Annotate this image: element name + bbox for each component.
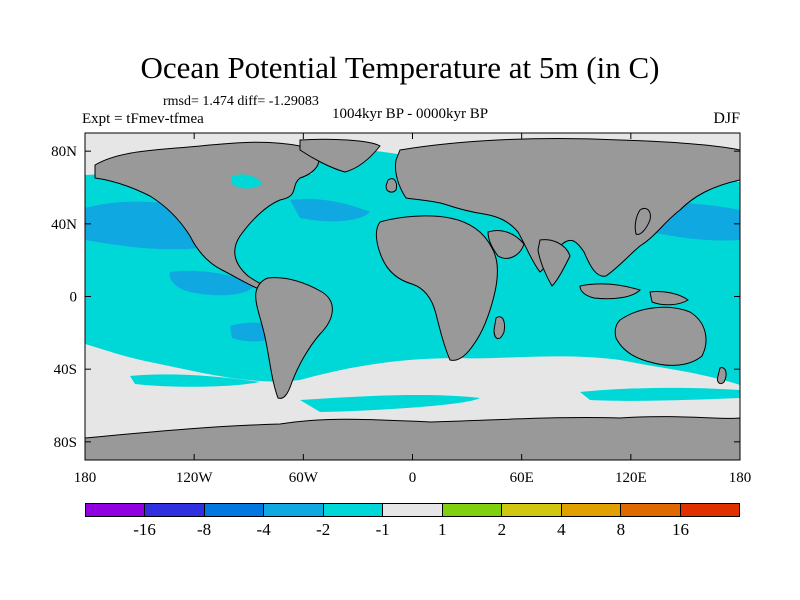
- southern-streak-3: [130, 374, 260, 387]
- colorbar-swatch: [145, 504, 205, 516]
- japan: [634, 207, 651, 235]
- colorbar-swatch: [680, 504, 739, 516]
- africa: [375, 215, 498, 361]
- new-zealand: [717, 367, 727, 385]
- colorbar-label: 4: [557, 520, 566, 539]
- greenland: [299, 138, 381, 173]
- colorbar-label: 2: [497, 520, 507, 539]
- colorbar-label: -8: [196, 520, 212, 539]
- north-america: [94, 141, 320, 293]
- colorbar-swatch: [323, 504, 384, 516]
- colorbar-swatch: [621, 504, 681, 516]
- colorbar-swatch: [264, 504, 324, 516]
- colorbar-label: -4: [256, 520, 271, 539]
- season-label: DJF: [713, 110, 740, 127]
- colorbar-label: 1: [438, 520, 447, 539]
- map-field: [85, 133, 740, 460]
- australia: [614, 306, 707, 366]
- x-tick-label: 60E: [510, 470, 534, 486]
- antarctica: [85, 416, 740, 460]
- colorbar-swatch: [502, 504, 562, 516]
- x-tick-label: 180: [729, 470, 752, 486]
- atlantic-cooling: [290, 198, 370, 222]
- colorbar-label: 8: [616, 520, 626, 539]
- axis-ticks: 180 120W 60W 0 60E 120E 180 80N 40N 0 40S 80S: [51, 133, 751, 486]
- hudson-cooling: [232, 174, 262, 189]
- colorbar-swatch: [86, 504, 146, 516]
- sumatra-borneo: [579, 283, 641, 300]
- x-tick-label: 60W: [289, 470, 319, 486]
- southern-streak-1: [300, 394, 480, 412]
- british-isles: [385, 178, 397, 193]
- period-label: 1004kyr BP - 0000kyr BP: [331, 106, 489, 122]
- colorbar: [85, 503, 740, 517]
- colorbar-label: -16: [133, 520, 156, 539]
- y-tick-label: 80N: [51, 144, 77, 160]
- x-tick-label: 0: [409, 470, 417, 486]
- land: [85, 137, 740, 460]
- madagascar: [493, 316, 505, 339]
- colorbar-label: -2: [316, 520, 331, 539]
- eurasia: [395, 137, 740, 277]
- y-tick-label: 0: [70, 290, 78, 306]
- y-tick-label: 40S: [54, 362, 77, 378]
- x-tick-label: 180: [74, 470, 97, 486]
- x-tick-label: 120E: [615, 470, 647, 486]
- south-america: [255, 277, 333, 399]
- colorbar-label: -1: [375, 520, 390, 539]
- y-tick-label: 40N: [51, 217, 77, 233]
- arabia: [487, 230, 525, 259]
- colorbar-swatch: [561, 504, 622, 516]
- new-guinea: [649, 291, 689, 306]
- experiment-label: Expt = tFmev-tfmea: [82, 111, 204, 127]
- india: [537, 239, 571, 287]
- colorbar-label: 16: [671, 520, 689, 539]
- stats-label: rmsd= 1.474 diff= -1.29083: [163, 94, 319, 109]
- colorbar-swatch: [204, 504, 265, 516]
- chart-title: Ocean Potential Temperature at 5m (in C): [140, 50, 660, 85]
- y-tick-label: 80S: [54, 435, 77, 451]
- x-tick-label: 120W: [176, 470, 214, 486]
- e-pacific-cooling: [169, 270, 255, 296]
- colorbar-swatch: [383, 504, 443, 516]
- southern-streak-2: [580, 387, 740, 401]
- colorbar-swatch: [442, 504, 503, 516]
